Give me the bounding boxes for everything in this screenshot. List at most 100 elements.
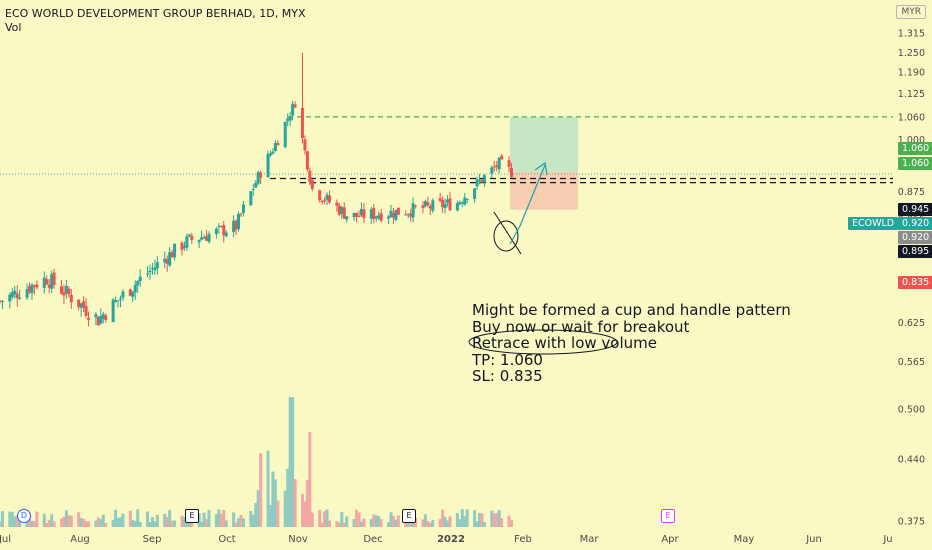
candle-body <box>180 242 184 250</box>
dividend-event-icon[interactable]: D <box>17 509 31 523</box>
volume-bar <box>325 509 329 527</box>
volume-bar <box>460 509 464 527</box>
x-tick-label: Dec <box>363 534 382 545</box>
chart-header: ECO WORLD DEVELOPMENT GROUP BERHAD, 1D, … <box>5 7 305 35</box>
volume-bar <box>84 521 88 527</box>
candle-body <box>133 284 137 293</box>
volume-bar <box>310 512 314 527</box>
volume-bar <box>475 521 479 527</box>
volume-bar <box>224 520 228 527</box>
candle-body <box>224 232 228 237</box>
candle-body <box>32 285 36 287</box>
projection-arrow-line <box>509 164 546 245</box>
volume-bar <box>305 480 309 527</box>
volume-bar <box>490 510 494 527</box>
candle-body <box>283 121 287 147</box>
volume-bar <box>197 513 201 527</box>
candle-body <box>28 286 32 293</box>
volume-bar <box>35 511 39 527</box>
volume-bar <box>180 515 184 527</box>
volume-bar <box>111 519 115 527</box>
entry-price-tag: 0.920 <box>898 231 932 244</box>
volume-bar <box>423 514 427 527</box>
volume-bar <box>0 521 2 527</box>
volume-bar <box>411 519 415 527</box>
candle-body <box>340 207 344 214</box>
candle-body <box>482 175 486 182</box>
volume-bar <box>13 516 17 527</box>
candle-body <box>448 198 452 211</box>
candle-body <box>116 300 120 302</box>
candle-body <box>94 314 98 318</box>
candle-body <box>202 237 206 239</box>
candle-body <box>87 318 91 320</box>
volume-bar <box>47 520 51 527</box>
volume-bar <box>340 511 344 527</box>
candle-body <box>13 290 17 295</box>
candle-body <box>197 239 201 243</box>
candle-body <box>497 157 501 170</box>
candle-body <box>170 252 174 258</box>
earnings-event-icon[interactable]: E <box>185 509 199 523</box>
candle-body <box>173 243 177 258</box>
candle-body <box>320 201 324 203</box>
volume-bar <box>492 513 496 527</box>
candle-body <box>305 151 309 170</box>
volume-bar <box>478 513 482 527</box>
volume-bar <box>15 515 19 527</box>
earnings-event-icon[interactable]: E <box>402 509 416 523</box>
volume-bar <box>10 511 14 527</box>
y-tick-label: 0.500 <box>898 405 925 416</box>
x-tick-label: Aug <box>70 534 90 545</box>
volume-bar <box>328 520 332 527</box>
candle-body <box>118 298 122 300</box>
candle-body <box>148 270 152 273</box>
volume-bar <box>335 521 339 527</box>
volume-bar <box>219 513 223 527</box>
y-tick-label: 1.190 <box>898 67 925 78</box>
candle-body <box>165 259 169 264</box>
volume-bar <box>163 514 167 527</box>
volume-bar <box>443 516 447 527</box>
candle-body <box>25 289 29 298</box>
candle-body <box>64 286 68 294</box>
annotation-note[interactable]: Might be formed a cup and handle pattern… <box>472 302 791 385</box>
volume-bar <box>200 521 204 527</box>
volume-bar <box>121 513 125 527</box>
handle-highlight-ellipse <box>493 220 519 252</box>
tp-line-price-tag: 1.060 <box>898 157 932 170</box>
volume-bar <box>455 512 459 527</box>
y-tick-label: 0.565 <box>898 357 925 368</box>
candle-body <box>69 294 73 303</box>
volume-bar <box>232 512 236 527</box>
volume-bar <box>438 519 442 527</box>
candle-body <box>138 276 142 282</box>
candle-body <box>308 170 312 182</box>
candle-body <box>99 316 103 324</box>
currency-badge[interactable]: MYR <box>896 5 926 19</box>
candle-body <box>500 155 504 160</box>
candle-body <box>114 300 118 302</box>
resistance-price-tag: 0.945 <box>898 203 932 216</box>
volume-bar <box>237 518 241 527</box>
candle-body <box>79 303 83 308</box>
volume-bar <box>268 504 272 527</box>
candle-body <box>345 216 349 220</box>
x-tick-label: Apr <box>661 534 679 545</box>
x-tick-label: Oct <box>218 534 235 545</box>
candle-body <box>241 204 245 213</box>
volume-bar <box>293 479 297 527</box>
volume-bar <box>182 517 186 527</box>
earnings-event-icon[interactable]: E <box>661 509 675 523</box>
candle-body <box>259 172 263 178</box>
volume-bar <box>165 516 169 527</box>
candle-body <box>185 236 189 248</box>
volume-bar <box>148 522 152 527</box>
candle-body <box>217 225 221 227</box>
x-tick-label: Mar <box>580 534 600 545</box>
volume-bar <box>234 522 238 527</box>
y-tick-label: 0.440 <box>898 454 925 465</box>
volume-bar <box>114 509 118 527</box>
volume-bar <box>396 515 400 527</box>
